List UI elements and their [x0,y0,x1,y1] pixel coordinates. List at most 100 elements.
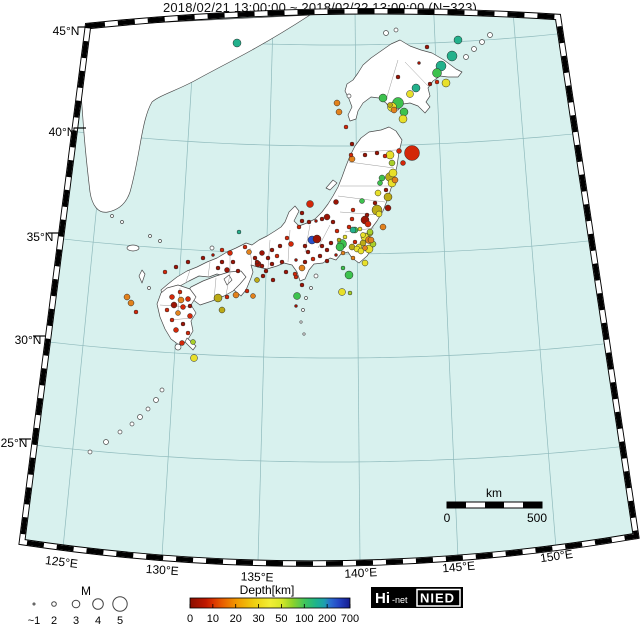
quake-marker [306,219,312,225]
quake-marker [219,247,225,253]
lat-label: 45°N [53,24,80,38]
depth-legend: Depth[km] 0 10 20 30 50 100 200 700 [187,583,359,625]
quake-marker [333,99,341,107]
land-korea-coast-island [158,239,162,243]
magnitude-legend-label: 5 [117,615,123,626]
quake-marker [388,168,398,178]
land-kuril-island [487,32,493,38]
lon-label: 125°E [44,553,78,571]
land-izu-island [302,332,306,336]
quake-marker [227,250,233,256]
quake-marker [123,293,131,301]
quake-marker [378,93,388,103]
quake-marker [453,35,463,45]
logo-net: -net [392,595,408,605]
depth-tick-label: 100 [295,613,313,625]
quake-marker [284,235,290,241]
quake-marker [374,150,380,156]
quake-marker [173,264,179,270]
quake-marker [274,253,280,259]
quake-marker [379,223,387,231]
quake-marker [299,282,305,288]
land-continent-korea [79,14,311,213]
quake-marker [352,239,358,245]
magnitude-legend-label: 4 [95,615,101,626]
lon-label: 145°E [442,559,476,576]
quake-marker [395,74,401,80]
sea-area [22,11,636,564]
quake-marker [396,148,402,154]
lat-label: 25°N [1,436,28,450]
lon-label: 130°E [145,562,179,578]
depth-tick-label: 30 [252,613,264,625]
quake-marker [180,304,186,310]
quake-marker [434,79,440,85]
scale-bar-start: 0 [444,511,451,525]
magnitude-legend-label: 2 [51,615,57,626]
quake-marker [404,145,420,161]
magnitude-legend-title: M [81,584,91,598]
quake-marker [359,198,365,204]
quake-marker [232,291,240,299]
quake-marker [349,216,355,222]
quake-marker [374,189,382,197]
quake-marker [218,306,226,314]
land-ryukyu-island [145,406,151,412]
quake-marker [254,259,260,265]
land-izu-island [313,273,319,279]
quake-marker [213,293,223,303]
depth-colorbar [189,597,351,609]
quake-marker [224,294,230,300]
quake-marker [340,250,346,256]
quake-marker [314,219,318,223]
magnitude-legend-label: ~1 [28,615,41,626]
quake-marker [259,263,265,269]
quake-marker [375,210,383,218]
quake-marker [302,243,308,249]
quake-marker [383,192,393,202]
quake-marker [242,244,248,250]
quake-marker [323,213,331,221]
quake-marker [385,150,395,160]
land-iki-island [147,286,151,290]
quake-marker [224,267,230,273]
land-sado-island [325,179,338,191]
quake-marker [232,38,242,48]
quake-marker [312,234,322,244]
quake-marker [330,219,336,225]
quake-marker [127,299,135,307]
quake-marker [343,124,349,130]
quake-marker [334,228,340,234]
land-okushiri-island [346,93,352,99]
quake-marker [185,330,191,336]
quake-marker [361,259,369,267]
quake-marker [349,226,357,234]
quake-marker [187,303,193,309]
quake-marker [372,200,378,206]
quake-marker [362,152,368,158]
quake-marker [359,239,367,247]
quake-marker [333,199,339,205]
magnitude-legend-label: 3 [73,615,79,626]
quake-marker [169,294,175,300]
land-ryukyu-island [117,429,123,435]
land-ryukyu-island [153,397,159,403]
quake-marker [346,224,352,230]
quake-marker [334,253,338,257]
quake-marker [270,277,276,283]
quake-marker [185,259,191,265]
depth-tick-label: 200 [318,613,336,625]
quake-marker [338,288,346,296]
quake-marker [292,271,298,277]
quake-marker [215,265,221,271]
depth-legend-title: Depth[km] [240,583,295,597]
quake-marker [391,176,399,184]
quake-marker [293,292,301,300]
quake-marker [179,340,185,346]
lat-label: 40°N [49,125,76,139]
quake-marker [175,310,181,316]
land-tsushima-island [138,269,146,284]
quake-marker [294,258,298,262]
quake-marker [169,317,175,323]
hinet-nied-logo: Hi -net NIED [371,587,463,608]
